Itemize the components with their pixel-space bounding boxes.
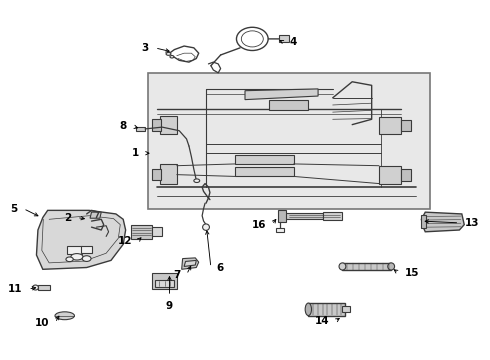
Text: 7: 7 — [173, 270, 181, 280]
Polygon shape — [421, 215, 426, 228]
Ellipse shape — [305, 303, 312, 316]
Text: 9: 9 — [166, 301, 173, 311]
Polygon shape — [343, 263, 391, 270]
Text: 2: 2 — [64, 212, 71, 222]
Polygon shape — [379, 166, 401, 184]
Polygon shape — [184, 260, 196, 266]
Text: 4: 4 — [290, 37, 297, 48]
Bar — [136, 127, 145, 131]
Text: 11: 11 — [8, 284, 23, 294]
Bar — [276, 228, 284, 232]
Polygon shape — [130, 225, 152, 239]
Polygon shape — [152, 169, 161, 180]
Text: 13: 13 — [465, 218, 480, 228]
Ellipse shape — [166, 53, 171, 55]
Polygon shape — [235, 155, 294, 164]
Polygon shape — [279, 35, 289, 42]
Ellipse shape — [55, 312, 74, 320]
Text: 5: 5 — [10, 203, 18, 213]
Text: 12: 12 — [118, 236, 132, 246]
Polygon shape — [38, 285, 50, 290]
Polygon shape — [160, 164, 177, 184]
Ellipse shape — [66, 257, 73, 262]
Ellipse shape — [339, 263, 346, 270]
Polygon shape — [270, 100, 308, 111]
Text: 3: 3 — [142, 43, 149, 53]
Ellipse shape — [32, 285, 38, 290]
Polygon shape — [323, 212, 343, 220]
Polygon shape — [421, 212, 464, 232]
Polygon shape — [90, 212, 101, 218]
Ellipse shape — [388, 263, 394, 270]
Ellipse shape — [202, 224, 209, 230]
Ellipse shape — [170, 55, 174, 58]
Text: 15: 15 — [404, 268, 419, 278]
Polygon shape — [401, 168, 411, 181]
Polygon shape — [308, 303, 345, 316]
Bar — [147, 73, 430, 208]
Polygon shape — [182, 258, 199, 269]
Ellipse shape — [71, 253, 83, 260]
Bar — [67, 246, 82, 253]
Text: 6: 6 — [217, 262, 224, 273]
Polygon shape — [160, 116, 177, 134]
Polygon shape — [36, 210, 125, 269]
Polygon shape — [155, 280, 174, 287]
Polygon shape — [245, 89, 318, 100]
Polygon shape — [343, 306, 350, 312]
Bar — [81, 247, 92, 253]
Polygon shape — [152, 273, 177, 289]
Text: 1: 1 — [132, 148, 139, 158]
Ellipse shape — [82, 256, 91, 261]
Polygon shape — [284, 213, 323, 219]
Polygon shape — [152, 227, 162, 237]
Text: 8: 8 — [120, 121, 127, 131]
Ellipse shape — [194, 179, 200, 183]
Polygon shape — [278, 210, 287, 222]
Polygon shape — [152, 118, 161, 131]
Polygon shape — [401, 120, 411, 131]
Polygon shape — [235, 167, 294, 176]
Text: 14: 14 — [315, 316, 329, 326]
Polygon shape — [379, 117, 401, 134]
Text: 16: 16 — [251, 220, 266, 230]
Text: 10: 10 — [35, 318, 49, 328]
